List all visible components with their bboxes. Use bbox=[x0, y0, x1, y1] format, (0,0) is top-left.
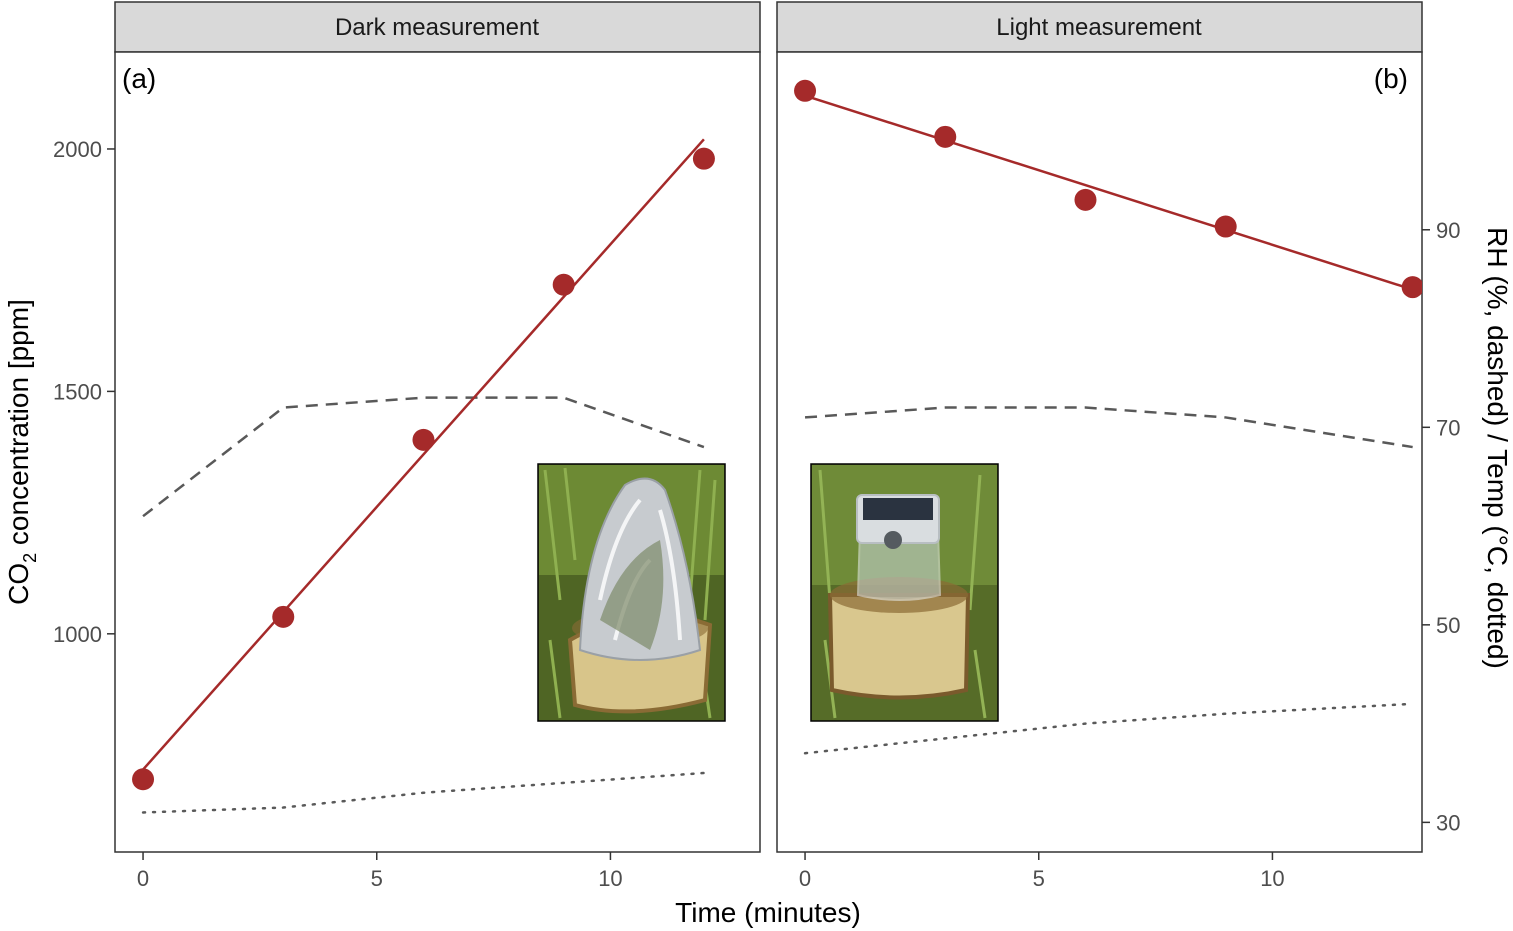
opaque-foil-chamber-photo bbox=[537, 463, 726, 722]
panel-tag-a: (a) bbox=[122, 63, 156, 94]
y-axis-right: 30 50 70 90 bbox=[1422, 218, 1460, 835]
x-tick-label-light: 5 bbox=[1033, 866, 1045, 891]
x-axis-light: 0 5 10 bbox=[799, 852, 1285, 891]
x-axis-dark: 0 5 10 bbox=[137, 852, 623, 891]
strip-dark bbox=[114, 1, 761, 53]
co2-point-light-4 bbox=[1401, 276, 1422, 299]
y-tick-label-left: 1500 bbox=[53, 379, 102, 404]
y-axis-left: 1000 1500 2000 bbox=[53, 137, 115, 647]
axes: 0 5 10 0 5 10 1000 1500 2000 30 50 70 90 bbox=[53, 137, 1460, 891]
y-tick-label-right: 30 bbox=[1436, 810, 1460, 835]
co2-point-dark-1 bbox=[272, 605, 295, 628]
co2-point-dark-3 bbox=[552, 273, 575, 296]
co2-point-dark-0 bbox=[132, 768, 155, 791]
plot-area-light bbox=[794, 79, 1422, 755]
strip-label-light: Light measurement bbox=[996, 14, 1202, 41]
y-tick-label-left: 1000 bbox=[53, 622, 102, 647]
x-tick-label-light: 10 bbox=[1260, 866, 1284, 891]
y-tick-label-right: 70 bbox=[1436, 415, 1460, 440]
co2-point-light-0 bbox=[794, 79, 817, 102]
y-tick-label-right: 50 bbox=[1436, 613, 1460, 638]
y-axis-title-right: RH (%, dashed) / Temp (°C, dotted) bbox=[1482, 227, 1513, 669]
x-tick-label-light: 0 bbox=[799, 866, 811, 891]
y-axis-title-subscript: 2 bbox=[20, 553, 40, 563]
y-axis-title-rest: concentration [ppm] bbox=[3, 299, 34, 553]
co2-point-light-1 bbox=[934, 125, 957, 148]
x-axis-title: Time (minutes) bbox=[675, 897, 861, 928]
strip-label-dark: Dark measurement bbox=[335, 14, 539, 41]
panel-frame-dark bbox=[114, 51, 761, 853]
x-tick-label-dark: 5 bbox=[371, 866, 383, 891]
co2-point-dark-2 bbox=[412, 428, 435, 451]
fit-line-light bbox=[804, 94, 1414, 291]
plot-area-dark bbox=[132, 138, 715, 814]
rh-line-light bbox=[804, 406, 1413, 449]
co2-point-dark-4 bbox=[692, 147, 715, 170]
rh-line-dark bbox=[142, 396, 705, 518]
temp-line-light bbox=[803, 702, 1414, 755]
fit-line-dark bbox=[142, 138, 705, 771]
co2-point-light-2 bbox=[1074, 188, 1097, 211]
panel-tag-b: (b) bbox=[1374, 63, 1408, 94]
y-axis-title-left: CO2 concentration [ppm] bbox=[3, 299, 40, 605]
y-tick-label-right: 90 bbox=[1436, 218, 1460, 243]
y-axis-title-main: CO bbox=[3, 563, 34, 605]
transparent-chamber-photo bbox=[810, 463, 999, 722]
y-tick-label-left: 2000 bbox=[53, 137, 102, 162]
panel-light: Light measurement (b) bbox=[776, 1, 1423, 853]
temp-line-dark bbox=[141, 771, 706, 814]
panel-frame-light bbox=[776, 51, 1423, 853]
x-tick-label-dark: 10 bbox=[598, 866, 622, 891]
x-tick-label-dark: 0 bbox=[137, 866, 149, 891]
panel-dark: Dark measurement (a) bbox=[114, 1, 761, 853]
co2-point-light-3 bbox=[1214, 215, 1237, 238]
